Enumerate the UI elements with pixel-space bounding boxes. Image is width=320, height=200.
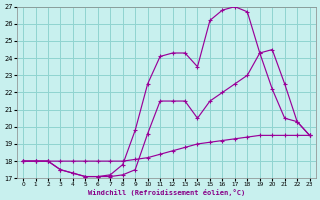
X-axis label: Windchill (Refroidissement éolien,°C): Windchill (Refroidissement éolien,°C) [88,189,245,196]
